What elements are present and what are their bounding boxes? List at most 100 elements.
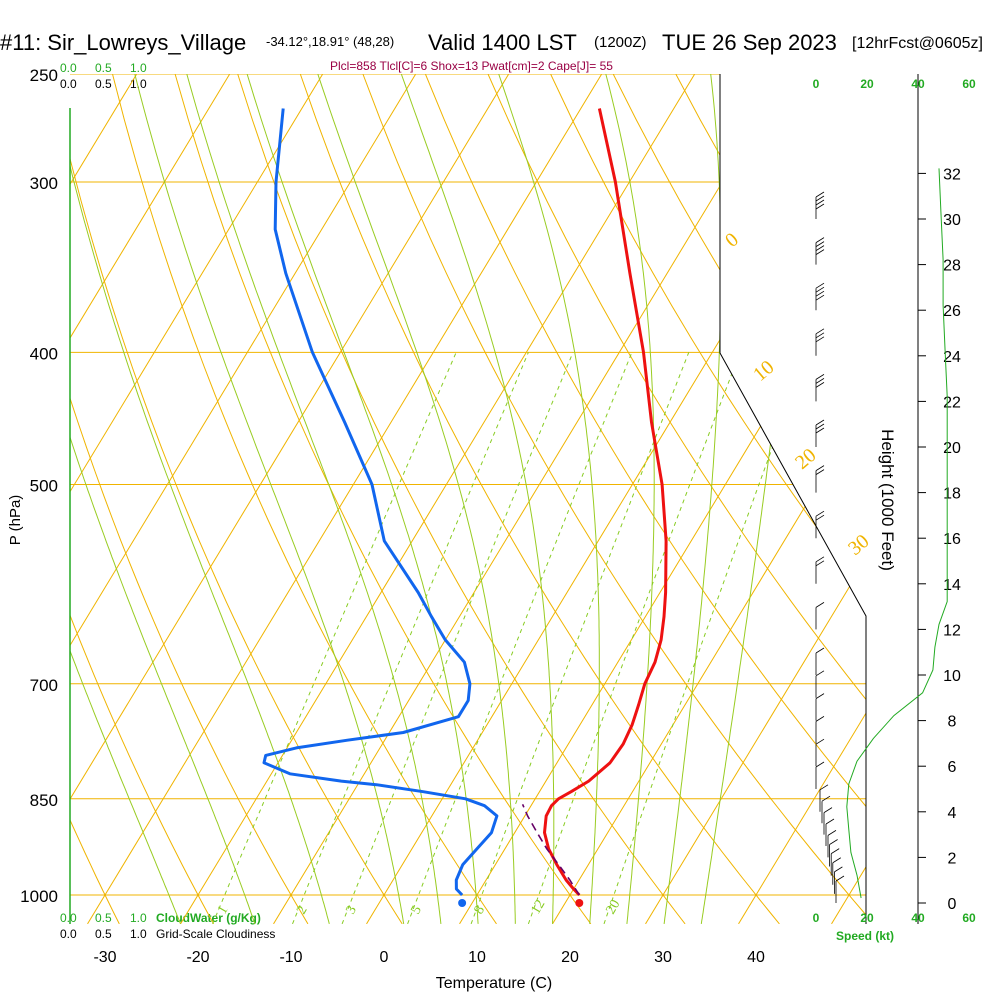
height-tick-label: 16 bbox=[943, 531, 961, 548]
temperature-line bbox=[543, 108, 668, 897]
plot-frame bbox=[69, 74, 919, 924]
moist-adiabat bbox=[663, 74, 722, 924]
speed-tick-label: 20 bbox=[860, 77, 874, 91]
stability-indices: Plcl=858 Tlcl[C]=6 Shox=13 Pwat[cm]=2 Ca… bbox=[330, 59, 613, 73]
moist-adiabat bbox=[392, 74, 555, 924]
height-tick-label: 10 bbox=[943, 668, 961, 685]
cloudiness-scale-top-1: 0.5 bbox=[95, 77, 112, 91]
thermo-grid bbox=[70, 50, 1000, 924]
height-tick-label: 32 bbox=[943, 166, 961, 183]
wind-barb bbox=[832, 857, 842, 885]
mixing-ratio-label: 2 bbox=[294, 903, 310, 917]
surface-temperature-dot bbox=[575, 899, 584, 907]
moist-adiabat bbox=[309, 74, 516, 924]
cloudwater-scale-bottom-0: 0.0 bbox=[60, 911, 77, 925]
height-tick-label: 30 bbox=[943, 212, 961, 229]
wind-barb bbox=[815, 282, 825, 311]
wind-barb bbox=[815, 191, 825, 219]
moist-adiabat bbox=[70, 74, 181, 924]
height-axis-label: Height (1000 Feet) bbox=[878, 429, 897, 571]
dry-adiabat bbox=[70, 74, 403, 924]
wind-barb bbox=[815, 419, 825, 447]
dry-adiabat bbox=[70, 74, 120, 924]
dry-adiabat bbox=[299, 74, 780, 924]
pressure-tick-label: 300 bbox=[30, 174, 58, 193]
dry-adiabat bbox=[70, 74, 215, 924]
isotherm-line bbox=[738, 74, 866, 924]
cloudwater-scale-bottom-2: 1.0 bbox=[130, 911, 147, 925]
dry-adiabat bbox=[550, 74, 866, 924]
wind-barb bbox=[815, 510, 825, 539]
valid-time: Valid 1400 LST bbox=[428, 30, 577, 55]
parcel-path-line bbox=[521, 803, 580, 896]
dry-adiabat bbox=[362, 74, 866, 924]
cloudwater-scale-top-1: 0.5 bbox=[95, 61, 112, 75]
moist-adiabat bbox=[70, 74, 330, 924]
pressure-tick-label: 850 bbox=[30, 791, 58, 810]
wind-barb bbox=[815, 761, 825, 789]
cloudiness-scale-bottom-1: 0.5 bbox=[95, 927, 112, 941]
wind-barb bbox=[835, 875, 845, 903]
wind-barb bbox=[815, 602, 825, 630]
dry-adiabat bbox=[112, 74, 497, 924]
speed-label: Speed (kt) bbox=[836, 929, 894, 943]
height-tick-label: 22 bbox=[943, 394, 961, 411]
pressure-tick-label: 250 bbox=[30, 66, 58, 85]
temperature-tick-label: 0 bbox=[380, 949, 389, 966]
cloudwater-scale-bottom-1: 0.5 bbox=[95, 911, 112, 925]
station-title: #11: Sir_Lowreys_Village bbox=[0, 30, 246, 55]
cloudiness-scale-bottom-2: 1.0 bbox=[130, 927, 147, 941]
wind-barb bbox=[815, 670, 825, 698]
dry-adiabat bbox=[487, 74, 866, 924]
temperature-tick-label: 10 bbox=[468, 949, 486, 966]
cloudwater-scale-top-2: 1.0 bbox=[130, 61, 147, 75]
y-axis-label: P (hPa) bbox=[7, 495, 24, 546]
moist-adiabat bbox=[489, 74, 600, 924]
mixing-ratio-line bbox=[470, 352, 690, 924]
isotherm-line bbox=[70, 74, 431, 924]
wind-barb bbox=[815, 738, 825, 767]
cloudwater-label: CloudWater (g/Kg) bbox=[156, 911, 261, 925]
adiabat-label: 0 bbox=[721, 229, 743, 252]
moist-adiabat bbox=[128, 74, 405, 924]
speed-tick-label: 0 bbox=[813, 77, 820, 91]
height-tick-label: 14 bbox=[943, 577, 961, 594]
height-tick-label: 18 bbox=[943, 486, 961, 503]
isotherm-line bbox=[70, 74, 245, 924]
height-tick-label: 20 bbox=[943, 440, 961, 457]
adiabat-label: 10 bbox=[749, 356, 778, 386]
wind-barb bbox=[815, 328, 825, 356]
height-tick-label: 4 bbox=[948, 805, 957, 822]
adiabat-label: 20 bbox=[791, 444, 820, 474]
mixing-ratio-line bbox=[407, 352, 633, 924]
isotherm-line bbox=[552, 74, 866, 924]
dry-adiabat bbox=[926, 74, 1000, 924]
wind-barb bbox=[815, 465, 825, 493]
height-tick-label: 28 bbox=[943, 258, 961, 275]
isotherm-line bbox=[831, 74, 866, 924]
cloudiness-label: Grid-Scale Cloudiness bbox=[156, 927, 275, 941]
wind-barb bbox=[815, 647, 825, 675]
isotherm-line bbox=[70, 74, 338, 924]
station-coords: -34.12°,18.91° (48,28) bbox=[266, 34, 394, 49]
surface-dewpoint-dot bbox=[458, 899, 467, 907]
cloudiness-scale-top-2: 1.0 bbox=[130, 77, 147, 91]
moist-adiabat bbox=[70, 74, 256, 924]
moist-adiabat bbox=[598, 74, 655, 924]
temperature-tick-label: -20 bbox=[186, 949, 209, 966]
isotherm-line bbox=[180, 74, 710, 924]
height-tick-label: 6 bbox=[948, 759, 957, 776]
height-tick-label: 0 bbox=[948, 896, 957, 913]
dry-adiabat bbox=[424, 74, 866, 924]
isotherm-line bbox=[925, 50, 1000, 924]
dry-adiabat bbox=[989, 74, 1000, 924]
wind-barb bbox=[815, 374, 825, 402]
temperature-tick-label: -10 bbox=[279, 949, 302, 966]
height-tick-label: 2 bbox=[948, 850, 957, 867]
dry-adiabat bbox=[237, 74, 686, 924]
speed-tick-label: 40 bbox=[911, 77, 925, 91]
mixing-ratio-line bbox=[292, 352, 529, 924]
isotherm-line bbox=[273, 74, 803, 924]
dry-adiabat bbox=[612, 74, 866, 924]
